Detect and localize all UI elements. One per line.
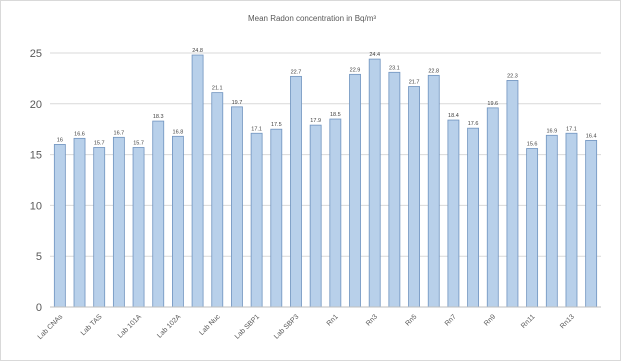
bar (585, 139, 598, 308)
y-tick-label: 5 (36, 251, 42, 263)
bar (486, 107, 499, 308)
bar (545, 134, 558, 308)
bar (349, 73, 361, 308)
bar (250, 132, 263, 308)
bar (191, 54, 204, 308)
bar-value-label: 24.8 (192, 48, 203, 54)
x-tick-label: Rn5 (404, 313, 418, 327)
bar-value-label: 24.4 (369, 52, 380, 58)
y-tick-label: 20 (30, 99, 42, 111)
bar (112, 136, 125, 308)
bar (290, 75, 302, 308)
bar-value-label: 18.5 (330, 112, 341, 118)
bar-value-label: 16.4 (586, 133, 597, 139)
y-tick-label: 15 (30, 150, 42, 162)
x-tick-label: Rn7 (444, 313, 458, 327)
bar (467, 127, 479, 308)
bar (565, 132, 578, 308)
value-labels: 16 16.6 15.7 16.7 15.7 18.3 16.8 24.8 21.1 19.7 17… (57, 48, 597, 147)
bar-value-label: 15.7 (133, 140, 144, 146)
bar-value-label: 23.1 (389, 65, 400, 71)
x-tick-label: Lab 102A (156, 313, 182, 339)
bar-value-label: 22.3 (507, 73, 518, 79)
bar (132, 147, 145, 308)
bar (270, 128, 283, 308)
x-tick-label: Rn13 (559, 313, 576, 330)
y-tick-label: 10 (30, 200, 42, 212)
x-axis-ticks: Lab CNAs Lab TAS Lab 101A Lab 102A Lab Nuc La… (37, 313, 576, 341)
bar (368, 58, 381, 308)
x-tick-label: Lab 101A (117, 313, 143, 339)
bar (309, 124, 322, 308)
y-tick-label: 25 (30, 48, 42, 60)
bar (211, 92, 224, 308)
bar-value-label: 16.7 (114, 130, 125, 136)
bar (408, 86, 420, 308)
bar-value-label: 15.6 (527, 142, 538, 148)
x-tick-label: Lab SBP3 (273, 313, 300, 340)
bar-value-label: 19.6 (487, 101, 498, 107)
bar (152, 120, 165, 308)
x-tick-label: Lab CNAs (37, 313, 65, 341)
bar-value-label: 17.1 (566, 126, 577, 132)
bar-value-label: 17.5 (271, 122, 282, 128)
bar-value-label: 21.1 (212, 86, 223, 92)
bar-value-label: 17.9 (310, 118, 321, 124)
x-tick-label: Rn11 (520, 313, 536, 329)
bar (53, 144, 66, 308)
x-tick-label: Rn1 (326, 313, 340, 327)
bar-value-label: 16.9 (546, 128, 557, 134)
bar-value-label: 17.1 (251, 126, 262, 132)
chart-title: Mean Radon concentration in Bq/m³ (248, 14, 376, 23)
bar-value-label: 22.9 (350, 67, 361, 73)
y-tick-label: 0 (36, 302, 42, 314)
x-tick-label: Lab SBP1 (234, 313, 261, 340)
bar (231, 106, 243, 308)
bar-value-label: 21.7 (409, 80, 420, 86)
bar (526, 148, 539, 308)
bar (73, 137, 86, 308)
bar (172, 135, 184, 308)
bar (329, 118, 342, 308)
x-tick-label: Lab Nuc (198, 313, 222, 337)
bar (93, 147, 106, 308)
bar-value-label: 22.7 (291, 69, 302, 75)
bar (427, 74, 440, 308)
bar-value-label: 15.7 (94, 140, 105, 146)
bar-value-label: 18.3 (153, 114, 164, 120)
bar-value-label: 16 (57, 137, 63, 143)
bar-value-label: 16.8 (173, 129, 184, 135)
bar-value-label: 22.8 (428, 68, 439, 74)
bar (447, 119, 460, 308)
bar (388, 71, 401, 308)
bar-value-label: 16.6 (74, 131, 85, 137)
x-tick-label: Rn3 (365, 313, 379, 327)
bars (53, 54, 598, 308)
x-tick-label: Lab TAS (80, 313, 104, 337)
x-tick-label: Rn9 (483, 313, 497, 327)
bar-value-label: 19.7 (232, 100, 243, 106)
bar-value-label: 17.6 (468, 121, 479, 127)
bar-value-label: 18.4 (448, 113, 459, 119)
y-axis-ticks: 0 5 10 15 20 25 (30, 48, 42, 314)
bar (506, 80, 519, 308)
